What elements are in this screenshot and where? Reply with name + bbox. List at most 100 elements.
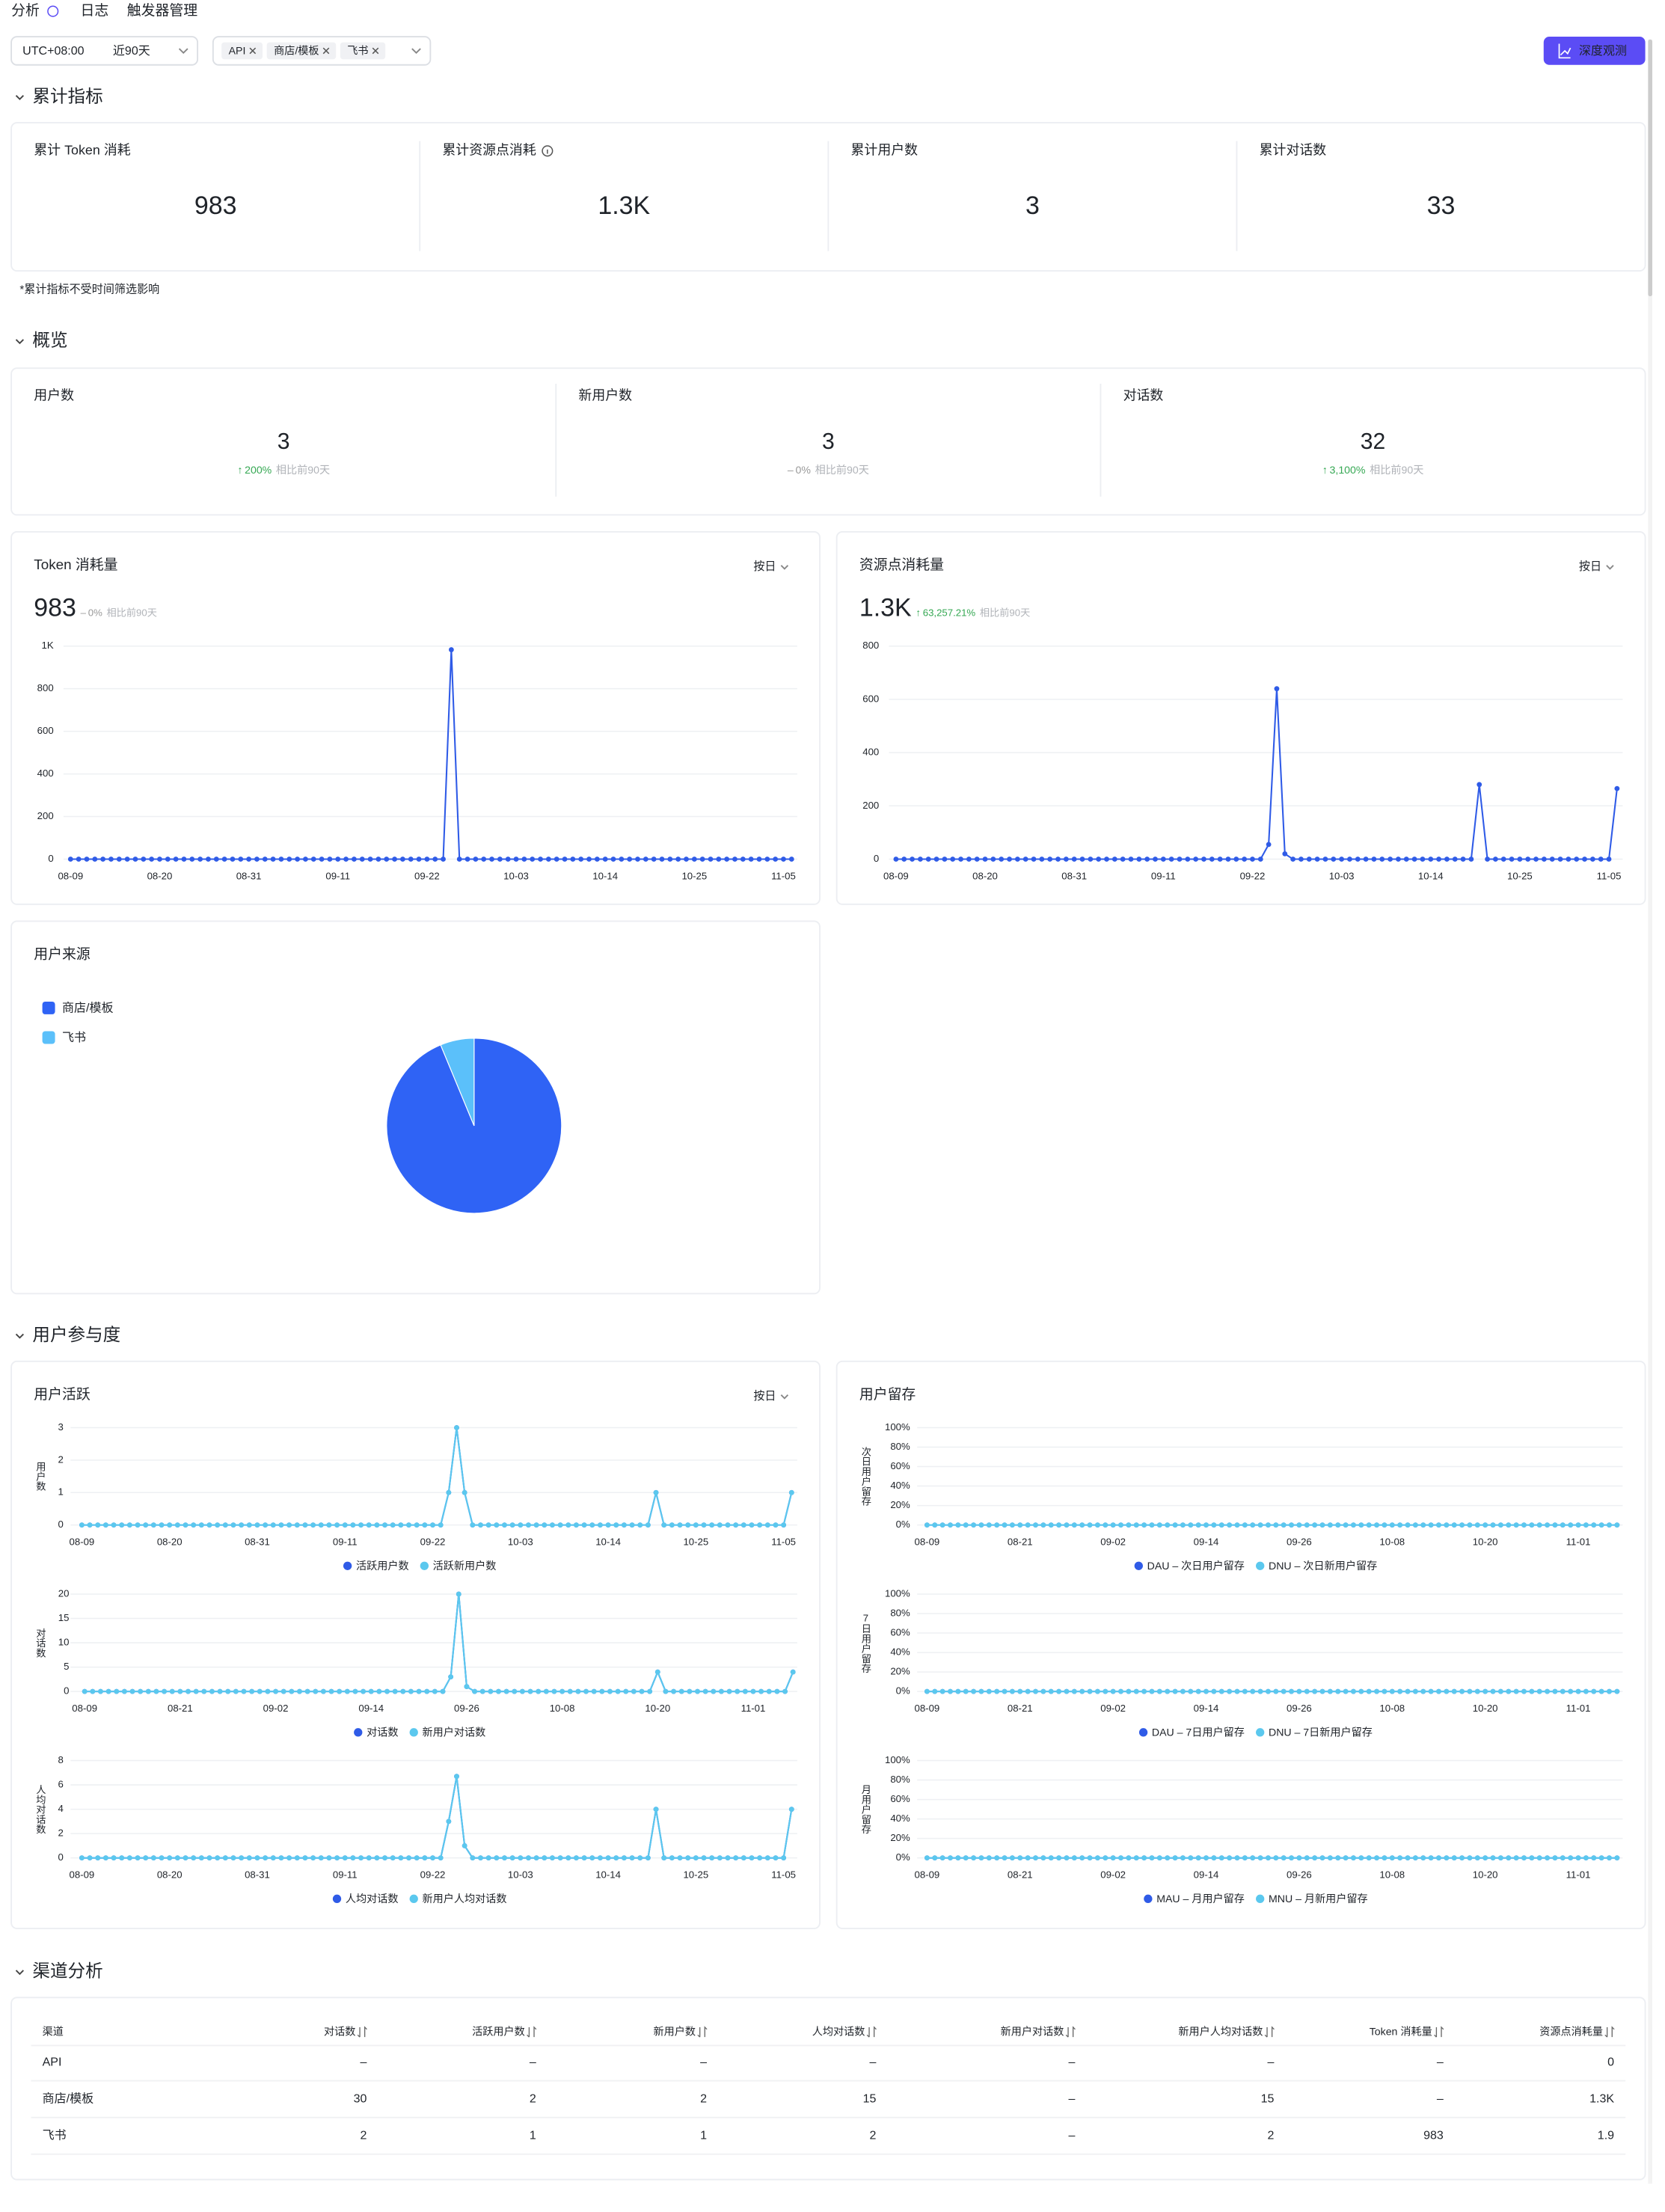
table-cell: 2 xyxy=(361,2128,367,2142)
data-point xyxy=(1545,1855,1550,1861)
section-title[interactable]: 用户参与度 xyxy=(32,1325,120,1344)
legend-label[interactable]: DNU – 次日新用户留存 xyxy=(1269,1560,1377,1572)
data-point xyxy=(221,857,227,862)
data-point xyxy=(749,1522,755,1528)
data-point xyxy=(999,857,1005,862)
data-point xyxy=(230,1855,236,1861)
section-title[interactable]: 渠道分析 xyxy=(32,1961,102,1981)
sort-icon[interactable] xyxy=(357,2026,367,2038)
legend-label[interactable]: 人均对话数 xyxy=(346,1893,399,1905)
data-point xyxy=(1063,857,1069,862)
legend-label[interactable]: DNU – 7日新用户留存 xyxy=(1269,1726,1373,1738)
sort-icon[interactable] xyxy=(1434,2026,1444,2038)
data-point xyxy=(326,1855,332,1861)
button-label[interactable]: 深度观测 xyxy=(1579,44,1627,58)
x-tick-label: 09-02 xyxy=(1100,1869,1126,1881)
data-point xyxy=(280,1688,286,1694)
data-point xyxy=(1428,857,1434,862)
section-title[interactable]: 概览 xyxy=(32,331,67,350)
data-point xyxy=(1474,1688,1480,1694)
data-point xyxy=(605,1522,611,1528)
metric-value: 1.3K xyxy=(598,192,650,220)
data-point xyxy=(963,1855,969,1861)
data-point xyxy=(1211,1855,1217,1861)
data-point xyxy=(1536,1855,1542,1861)
x-tick-label: 10-20 xyxy=(1473,1869,1498,1881)
data-point xyxy=(1025,1688,1031,1694)
data-point xyxy=(1436,1522,1441,1528)
data-point xyxy=(1172,1688,1178,1694)
sort-icon[interactable] xyxy=(1604,2026,1615,2038)
tab[interactable]: 触发器管理 xyxy=(127,2,197,18)
data-point xyxy=(390,1855,396,1861)
data-point xyxy=(1312,1688,1318,1694)
data-point xyxy=(942,857,948,862)
data-point xyxy=(1064,1522,1070,1528)
legend-label[interactable]: 商店/模板 xyxy=(62,1002,114,1015)
tab[interactable]: 日志 xyxy=(81,2,109,18)
data-point xyxy=(622,1855,627,1861)
legend-label[interactable]: 新用户对话数 xyxy=(423,1726,486,1738)
section-title[interactable]: 累计指标 xyxy=(32,86,102,105)
legend-label[interactable]: 对话数 xyxy=(367,1726,398,1738)
card xyxy=(10,1360,821,1929)
data-point xyxy=(1549,857,1555,862)
x-tick-label: 09-14 xyxy=(1194,1703,1219,1714)
legend-label[interactable]: MAU – 月用户留存 xyxy=(1156,1893,1245,1905)
table-cell: – xyxy=(1437,2055,1444,2068)
data-point xyxy=(709,1855,715,1861)
timezone: UTC+08:00 xyxy=(22,44,84,58)
data-point xyxy=(1242,857,1248,862)
data-point xyxy=(375,857,381,862)
table-cell: 商店/模板 xyxy=(43,2092,94,2105)
data-point xyxy=(1521,1855,1527,1861)
y-tick-label: 100% xyxy=(885,1421,910,1433)
data-point xyxy=(174,1522,180,1528)
data-point xyxy=(135,1522,141,1528)
legend-label[interactable]: DAU – 次日用户留存 xyxy=(1147,1560,1245,1572)
remove-tag-icon[interactable] xyxy=(372,47,379,55)
data-point xyxy=(430,1522,435,1528)
period-select[interactable]: 按日 xyxy=(753,1390,776,1403)
period-select[interactable]: 按日 xyxy=(753,560,776,573)
legend-label[interactable]: MNU – 月新用户留存 xyxy=(1269,1893,1368,1905)
data-point xyxy=(100,857,106,862)
metric-value: 3 xyxy=(1025,192,1040,220)
data-point xyxy=(774,1688,780,1694)
data-point xyxy=(613,1855,619,1861)
data-point xyxy=(1234,1688,1240,1694)
period-select[interactable]: 按日 xyxy=(1579,560,1601,573)
legend-label[interactable]: DAU – 7日用户留存 xyxy=(1152,1726,1245,1738)
data-point xyxy=(764,1855,770,1861)
sort-icon[interactable] xyxy=(1264,2026,1275,2038)
data-point xyxy=(1521,1522,1527,1528)
x-tick-label: 09-14 xyxy=(1194,1869,1219,1881)
data-point xyxy=(994,1855,1000,1861)
data-point xyxy=(1451,1855,1457,1861)
data-point xyxy=(343,857,349,862)
tab[interactable]: 分析 xyxy=(11,2,40,18)
sort-icon[interactable] xyxy=(866,2026,877,2038)
sort-icon[interactable] xyxy=(697,2026,708,2038)
x-tick-label: 08-09 xyxy=(58,871,83,882)
legend-label[interactable]: 活跃用户数 xyxy=(356,1560,409,1572)
time-filter[interactable] xyxy=(10,36,199,66)
data-point xyxy=(257,1688,263,1694)
x-tick-label: 10-03 xyxy=(508,1537,533,1548)
x-tick-label: 11-01 xyxy=(1566,1869,1591,1881)
legend-label[interactable]: 新用户人均对话数 xyxy=(423,1893,507,1905)
remove-tag-icon[interactable] xyxy=(249,47,257,55)
data-point xyxy=(1529,1855,1535,1861)
data-point xyxy=(1575,1855,1581,1861)
remove-tag-icon[interactable] xyxy=(322,47,330,55)
sort-icon[interactable] xyxy=(1065,2026,1076,2038)
data-point xyxy=(1428,1688,1434,1694)
data-point xyxy=(559,1688,565,1694)
legend-label[interactable]: 飞书 xyxy=(62,1031,86,1044)
data-point xyxy=(1506,1522,1512,1528)
sort-icon[interactable] xyxy=(527,2026,537,2038)
data-point xyxy=(1064,1688,1070,1694)
data-point xyxy=(1242,1688,1248,1694)
legend-label[interactable]: 活跃新用户数 xyxy=(433,1560,497,1572)
